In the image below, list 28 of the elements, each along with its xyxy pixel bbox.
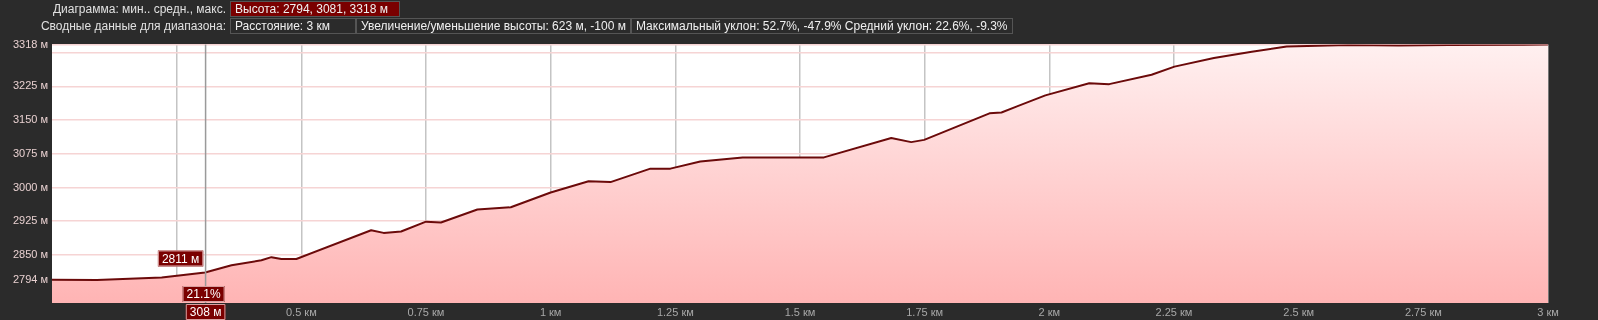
x-tick-label: 1.75 км [906, 305, 944, 318]
text: Увеличение/уменьшение высоты: 623 м, -100 м [356, 17, 631, 34]
chart-title: Диаграмма: мин.. средн., макс. [52, 1, 227, 16]
text: Расстояние: 3 км [230, 17, 356, 34]
y-tick-label: 3150 м [12, 113, 48, 126]
x-tick-label: 2.5 км [1283, 305, 1315, 318]
y-tick-label: 3318 м [12, 37, 48, 50]
y-tick-label: 3000 м [12, 180, 48, 193]
x-tick-label: 1 км [539, 305, 562, 318]
text: Высота: 2794, 3081, 3318 м [230, 0, 400, 17]
x-tick-label: 2.75 км [1404, 305, 1442, 318]
y-tick-label: 3225 м [12, 79, 48, 92]
y-tick-label: 3075 м [12, 146, 48, 159]
x-tick-label: 1.25 км [656, 305, 694, 318]
x-tick-label: 1.5 км [784, 305, 816, 318]
y-tick-label: 2794 м [12, 273, 48, 286]
x-tick-label: 2.25 км [1155, 305, 1193, 318]
x-tick-label: 3 км [1537, 305, 1559, 318]
ref-line-label: 308 м [189, 305, 222, 320]
chart-subtitle: Сводные данные для диапазона: [39, 18, 227, 33]
y-tick-label: 2925 м [12, 214, 48, 227]
text: Максимальный уклон: 52.7%, -47.9% Средний уклон: 22.6%, -9.3% [630, 17, 1013, 34]
x-tick-label: 0.75 км [407, 305, 445, 318]
x-tick-label: 2 км [1038, 305, 1061, 318]
x-tick-label: 0.5 км [285, 305, 317, 318]
annotation: 21.1% [186, 287, 221, 302]
annotation: 2811 м [161, 251, 200, 266]
y-tick-label: 2850 м [12, 247, 48, 260]
